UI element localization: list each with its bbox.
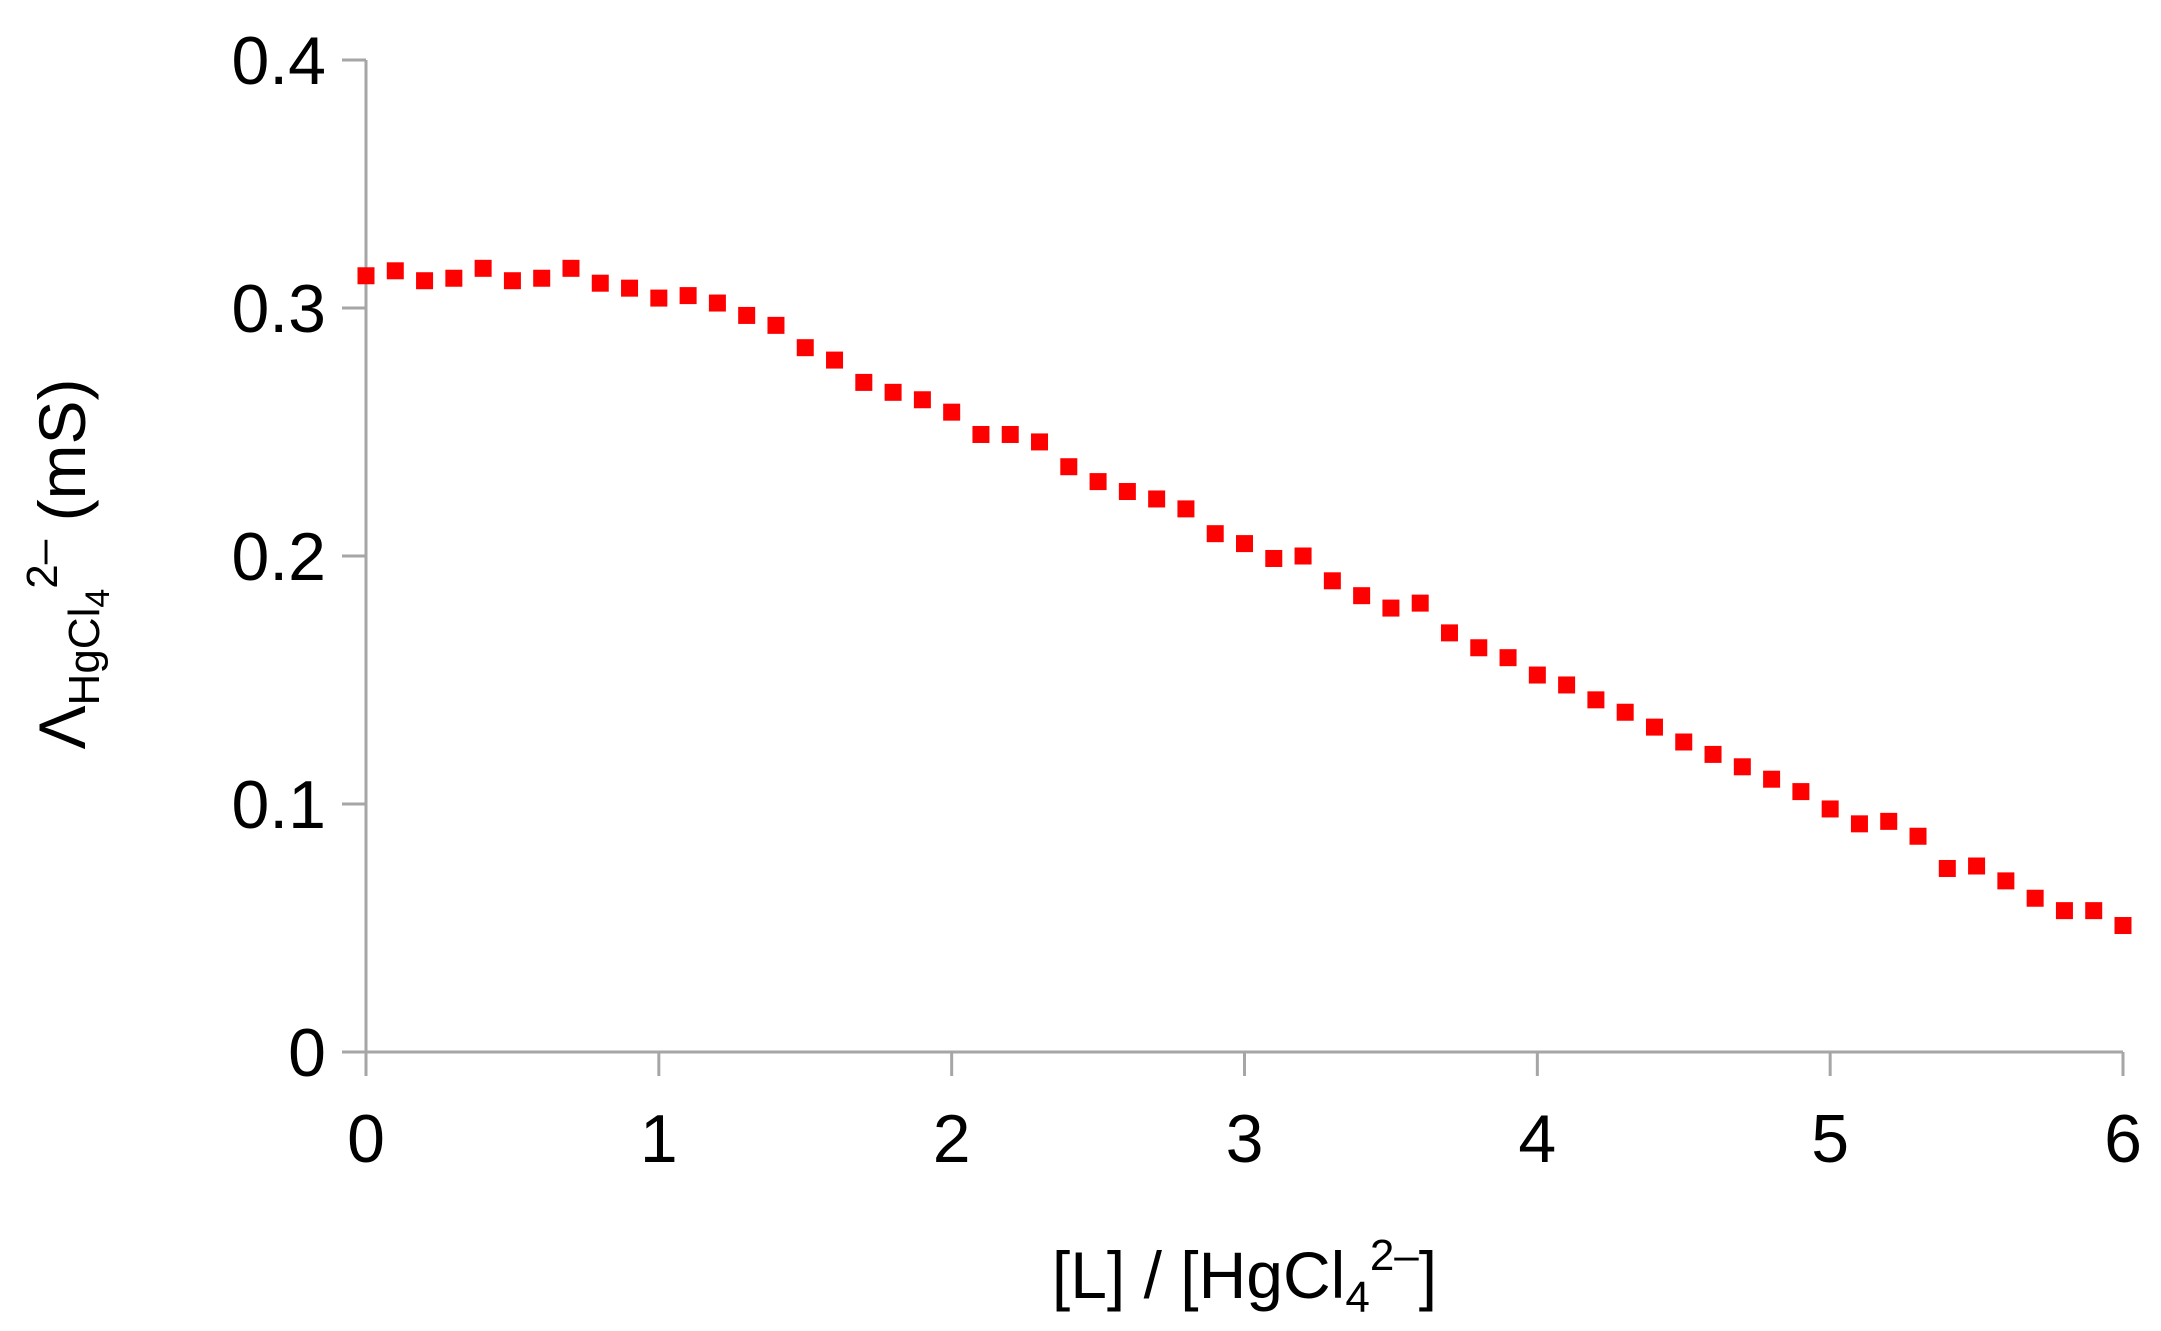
data-point — [1499, 649, 1517, 667]
data-point — [1148, 490, 1166, 508]
data-point — [708, 294, 726, 312]
data-point — [1763, 770, 1781, 788]
data-point — [650, 289, 668, 307]
x-axis-title: [L] / [HgCl42–] — [1052, 1231, 1437, 1322]
data-point — [1645, 718, 1663, 736]
y-tick-label: 0.4 — [231, 23, 326, 99]
y-axis-title-main: Λ — [25, 705, 99, 749]
data-point — [621, 279, 639, 297]
data-point — [591, 274, 609, 292]
data-point — [1294, 547, 1312, 565]
data-point — [767, 316, 785, 334]
data-point — [913, 391, 931, 409]
data-point — [474, 259, 492, 277]
data-point — [503, 272, 521, 290]
data-point — [386, 262, 404, 280]
y-axis-title-end: (mS) — [25, 378, 99, 539]
data-point — [855, 373, 873, 391]
x-tick-label: 2 — [933, 1101, 971, 1177]
data-point — [1792, 783, 1810, 801]
data-point — [1558, 676, 1576, 694]
data-point — [972, 425, 990, 443]
data-point — [2114, 917, 2132, 935]
data-point — [1733, 758, 1751, 776]
x-tick-label: 5 — [1811, 1101, 1849, 1177]
data-point — [884, 383, 902, 401]
data-point — [1675, 733, 1693, 751]
data-point — [1001, 425, 1019, 443]
data-point — [796, 339, 814, 357]
data-point — [1850, 815, 1868, 833]
data-point — [943, 403, 961, 421]
data-point — [1353, 587, 1371, 605]
data-point — [1382, 599, 1400, 617]
data-point — [416, 272, 434, 290]
x-axis-title-main: [L] / [HgCl — [1052, 1238, 1345, 1312]
y-tick-label: 0 — [288, 1015, 326, 1091]
data-point — [1909, 827, 1927, 845]
data-point — [1968, 857, 1986, 875]
y-tick-label: 0.1 — [231, 767, 326, 843]
y-tick-label: 0.2 — [231, 519, 326, 595]
x-tick-label: 1 — [640, 1101, 678, 1177]
data-point — [1704, 745, 1722, 763]
data-point — [1440, 624, 1458, 642]
data-series — [357, 259, 2132, 935]
x-tick-label: 4 — [1518, 1101, 1556, 1177]
data-point — [533, 269, 551, 287]
x-tick-label: 6 — [2104, 1101, 2142, 1177]
data-point — [738, 306, 756, 324]
plot-area: 0 0.1 0.2 0.3 0.4 0 1 2 3 4 5 6 — [231, 23, 2141, 1177]
y-ticks: 0 0.1 0.2 0.3 0.4 — [231, 23, 366, 1091]
data-point — [1177, 500, 1195, 518]
y-tick-label: 0.3 — [231, 271, 326, 347]
data-point — [1821, 800, 1839, 818]
y-axis-title-sup: 2– — [18, 539, 67, 588]
data-point — [1089, 473, 1107, 491]
data-point — [1031, 433, 1049, 451]
data-point — [826, 351, 844, 369]
y-axis-title: ΛHgCl4 2– (mS) — [18, 378, 117, 749]
data-point — [2055, 902, 2073, 920]
data-point — [1587, 691, 1605, 709]
x-tick-label: 0 — [347, 1101, 385, 1177]
data-point — [445, 269, 463, 287]
data-point — [562, 259, 580, 277]
data-point — [1470, 639, 1488, 657]
data-point — [1616, 703, 1634, 721]
data-point — [1206, 525, 1224, 543]
y-axis-title-subsub: 4 — [79, 589, 117, 608]
data-point — [1236, 535, 1253, 553]
x-tick-label: 3 — [1226, 1101, 1264, 1177]
data-point — [2085, 902, 2103, 920]
x-axis-title-end: ] — [1419, 1238, 1437, 1312]
data-point — [1997, 872, 2015, 890]
data-point — [1118, 483, 1136, 501]
data-point — [1528, 666, 1546, 684]
data-point — [1323, 572, 1341, 590]
data-point — [679, 287, 697, 305]
x-ticks: 0 1 2 3 4 5 6 — [347, 1052, 2142, 1177]
data-point — [1938, 859, 1956, 877]
data-point — [2026, 889, 2044, 907]
data-point — [1265, 549, 1283, 567]
data-point — [1880, 812, 1898, 830]
data-point — [357, 267, 375, 285]
y-axis-title-sub: HgCl — [60, 608, 109, 706]
data-point — [1060, 458, 1078, 476]
x-axis-title-sub: 4 — [1345, 1273, 1369, 1322]
data-point — [1411, 594, 1429, 612]
x-axis-title-sup: 2– — [1370, 1231, 1419, 1280]
